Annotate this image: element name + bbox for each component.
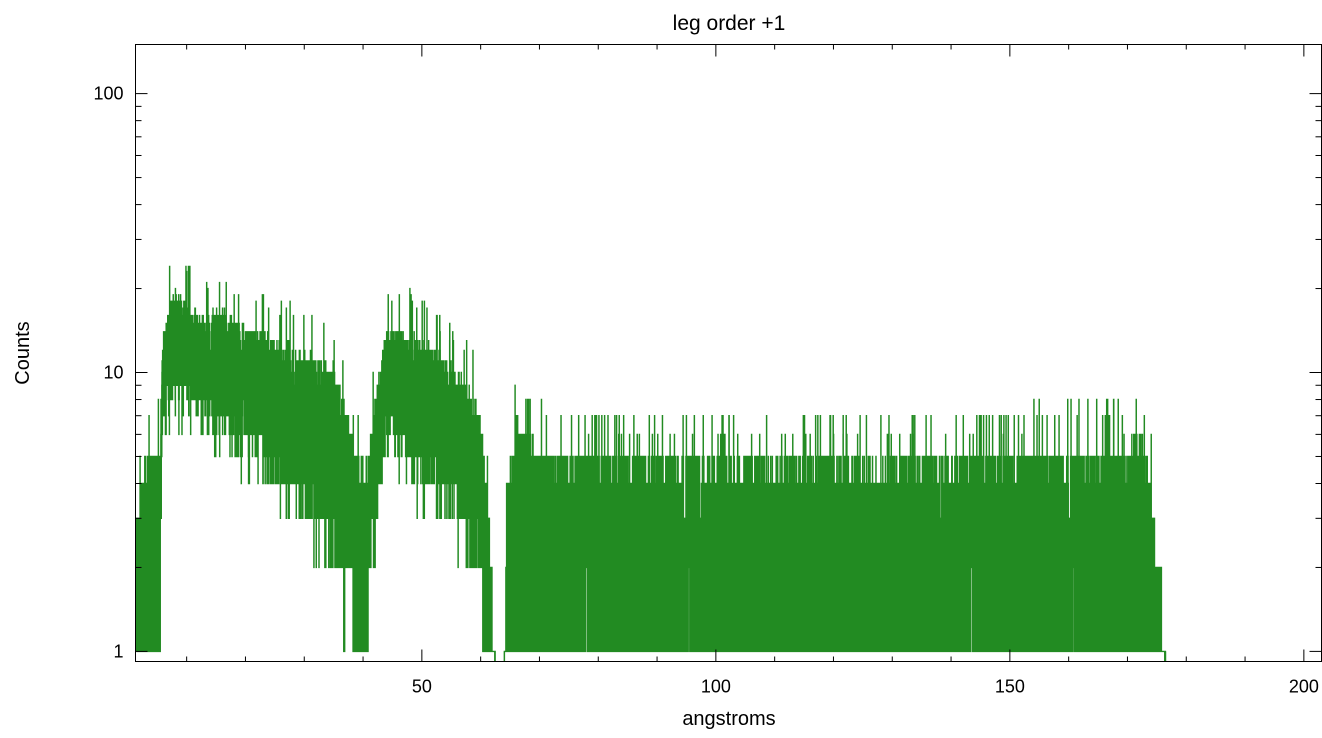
y-tick-label: 10	[103, 363, 123, 383]
x-tick-label: 100	[701, 677, 731, 697]
x-tick-label: 50	[412, 677, 432, 697]
y-tick-label: 1	[113, 641, 123, 661]
x-axis: 50 100 150 200	[186, 44, 1319, 697]
y-axis-label: Counts	[12, 321, 34, 384]
x-axis-label: angstroms	[682, 708, 775, 730]
y-tick-label: 100	[93, 84, 123, 104]
y-axis: 1 10 100	[93, 84, 1322, 661]
chart-title: leg order +1	[673, 12, 786, 35]
x-tick-label: 200	[1289, 677, 1319, 697]
data-series-layer	[135, 265, 1167, 662]
spectrum-series-line	[135, 265, 1167, 662]
x-tick-label: 150	[995, 677, 1025, 697]
